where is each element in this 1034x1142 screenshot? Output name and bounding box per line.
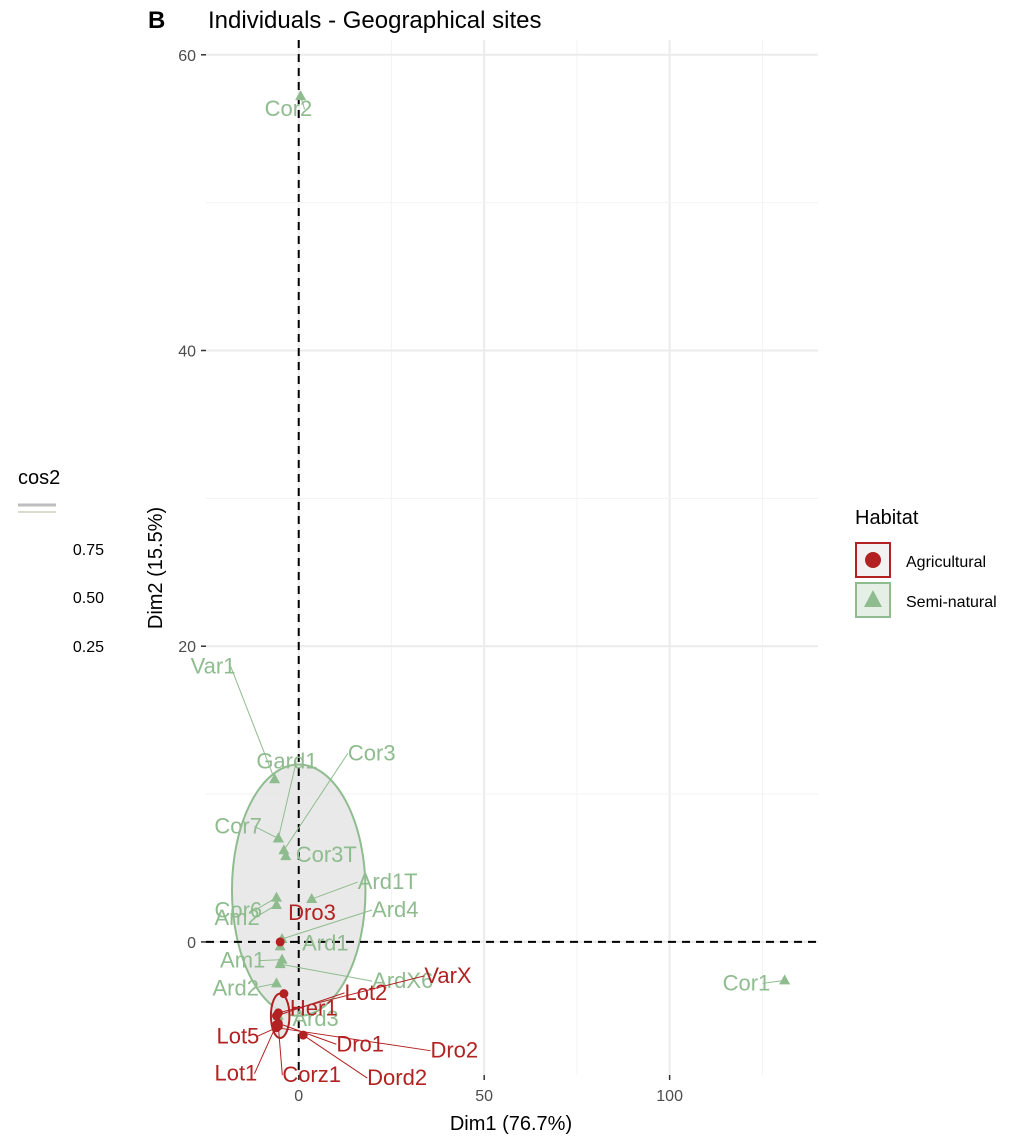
circle-icon: [865, 552, 881, 568]
triangle-point: [274, 958, 286, 969]
agricultural-legend-label: Agricultural: [906, 554, 986, 571]
label-leader-line: [277, 761, 297, 839]
point-label: Cor3T: [296, 842, 357, 867]
x-tick-label: 0: [294, 1088, 303, 1105]
chart-title: Individuals - Geographical sites: [208, 7, 542, 34]
label-leader-line: [311, 881, 358, 900]
label-leader-line: [260, 959, 283, 962]
plot-area: 0 50 100 0 20 40 60 Cor2 Cor1 Var1 Gard1 Cor3 Cor7 Co…: [178, 40, 818, 1105]
label-leader-line: [762, 979, 785, 984]
point-label: Ard4: [372, 897, 418, 922]
label-leader-line: [252, 982, 277, 989]
point-label: Ard1: [302, 930, 348, 955]
triangle-point: [295, 90, 307, 101]
panel-letter: B: [148, 7, 165, 34]
habitat-legend: Habitat Agricultural Semi-natural: [855, 507, 997, 618]
circle-point: [273, 1021, 283, 1031]
point-label: Am1: [220, 948, 265, 973]
point-label: Dro3: [288, 900, 336, 925]
label-leader-line: [281, 909, 373, 940]
triangle-point: [270, 898, 282, 909]
label-leader-line: [278, 975, 425, 1014]
point-label: Cor1: [723, 970, 771, 995]
point-label: Lot1: [214, 1061, 257, 1086]
x-axis-label: Dim1 (76.7%): [450, 1113, 572, 1135]
confidence-ellipse: [230, 763, 367, 1017]
semi-natural-legend-label: Semi-natural: [906, 594, 997, 611]
point-label: Var1: [191, 653, 236, 678]
y-axis-label: Dim2 (15.5%): [145, 507, 167, 629]
point-label: Cor7: [214, 813, 262, 838]
triangle-point: [306, 893, 318, 904]
label-leader-line: [302, 1034, 368, 1079]
x-tick-label: 50: [475, 1088, 493, 1105]
circle-point: [279, 989, 289, 999]
circle-point: [275, 937, 285, 947]
triangle-point: [270, 891, 282, 902]
point-label: Cor6: [214, 898, 262, 923]
y-tick-label: 20: [178, 639, 196, 656]
cos2-legend-value: 0.25: [73, 639, 104, 656]
point-label: Cor3: [348, 740, 396, 765]
point-label: Cor2: [265, 96, 313, 121]
triangle-point: [280, 850, 292, 861]
y-tick-label: 40: [178, 344, 196, 361]
triangle-icon: [864, 590, 882, 607]
label-leader-line: [283, 752, 349, 851]
point-label: Dro2: [430, 1038, 478, 1063]
point-label: Gard1: [256, 748, 317, 773]
point-label: Lot5: [216, 1024, 259, 1049]
circle-point: [273, 1008, 283, 1018]
point-label: Ard1T: [358, 869, 418, 894]
x-tick-label: 100: [656, 1088, 683, 1105]
point-label: Ard2: [212, 975, 258, 1000]
triangle-point: [278, 844, 290, 855]
triangle-point: [270, 977, 282, 988]
point-label: ArdX6: [372, 968, 433, 993]
cos2-legend-title: cos2: [18, 467, 60, 489]
habitat-legend-title: Habitat: [855, 507, 919, 529]
label-leader-line: [230, 666, 276, 780]
point-label: VarX: [424, 963, 472, 988]
agricultural-legend-key: [855, 542, 891, 578]
point-label: Lot2: [344, 980, 387, 1005]
point-label: Dro1: [336, 1031, 384, 1056]
point-label: Am2: [214, 905, 259, 930]
label-leader-line: [254, 1024, 277, 1074]
cos2-legend: cos2 0.75 0.50 0.25: [18, 467, 104, 656]
label-leader-line: [277, 1026, 283, 1076]
cos2-legend-value: 0.50: [73, 590, 104, 607]
point-label: Dord2: [367, 1065, 427, 1090]
label-leader-line: [254, 825, 279, 839]
label-leader-line: [280, 963, 373, 982]
y-tick-label: 0: [187, 935, 196, 952]
cos2-legend-value: 0.75: [73, 542, 104, 559]
circle-point: [298, 1030, 308, 1040]
triangle-point: [779, 974, 791, 985]
point-label: Corz1: [282, 1062, 341, 1087]
y-tick-label: 60: [178, 48, 196, 65]
triangle-point: [269, 773, 281, 784]
triangle-point: [272, 832, 284, 843]
point-label: Ard3: [292, 1006, 338, 1031]
